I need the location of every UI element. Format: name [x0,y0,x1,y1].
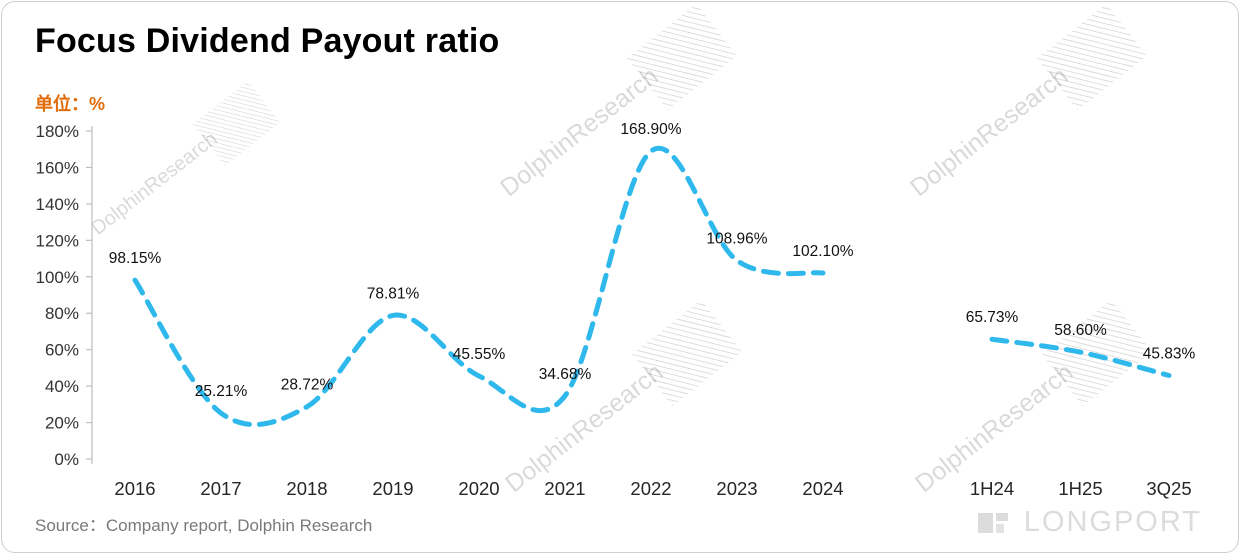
x-axis-label: 2023 [716,478,757,499]
source-note: Source：Company report, Dolphin Research [35,516,373,535]
y-tick-label: 180% [36,122,79,141]
x-axis-label: 2021 [544,478,585,499]
data-label: 102.10% [792,243,853,260]
y-tick-label: 60% [45,341,79,360]
unit-label: 单位：% [35,94,106,114]
x-axis-label: 2018 [286,478,327,499]
watermark-hatch-icon [1037,3,1147,111]
y-tick-label: 120% [36,231,79,250]
x-axis-label: 3Q25 [1146,478,1191,499]
watermark-text: DolphinResearch [905,62,1074,203]
y-tick-label: 20% [45,414,79,433]
x-axis-label: 2020 [458,478,499,499]
data-label: 168.90% [620,121,681,138]
longport-logo: LONGPORT [976,506,1202,539]
y-tick-label: 80% [45,304,79,323]
data-label: 28.72% [281,377,334,394]
series-line [132,145,826,428]
watermark: DolphinResearch [500,299,749,530]
watermark-text: DolphinResearch [86,127,222,240]
watermark-text: DolphinResearch [500,358,669,499]
watermark-hatch-icon [192,80,281,166]
x-axis-label: 1H25 [1058,478,1102,499]
longport-logo-text: LONGPORT [1023,506,1202,538]
x-axis-label: 1H24 [970,478,1014,499]
watermark-hatch-icon [632,299,742,407]
series-line [989,336,1172,378]
data-label: 78.81% [367,285,420,302]
watermark: DolphinResearch [910,299,1159,530]
watermark: DolphinResearch [905,3,1154,234]
data-label: 45.55% [453,346,506,363]
data-label: 25.21% [195,383,248,400]
y-tick-label: 40% [45,377,79,396]
data-label: 34.68% [539,366,592,383]
watermark-text: DolphinResearch [495,62,664,203]
data-label: 58.60% [1054,322,1107,339]
longport-logo-icon [977,512,1008,533]
data-label: 65.73% [966,309,1019,326]
x-axis-label: 2022 [630,478,671,499]
y-tick-label: 160% [36,158,79,177]
y-tick-label: 100% [36,268,79,287]
y-tick-label: 140% [36,195,79,214]
x-axis-label: 2019 [372,478,413,499]
watermark-hatch-icon [627,3,737,111]
chart-title: Focus Dividend Payout ratio [35,22,500,60]
data-label: 108.96% [706,230,767,247]
watermark-hatch-icon [1042,299,1152,407]
x-axis-label: 2024 [802,478,843,499]
watermark: DolphinResearch [495,3,744,234]
x-axis-label: 2017 [200,478,241,499]
x-axis-label: 2016 [114,478,155,499]
y-tick-label: 0% [54,450,79,469]
data-label: 45.83% [1143,345,1196,362]
data-label: 98.15% [109,250,162,267]
watermark-text: DolphinResearch [910,358,1079,499]
watermark: DolphinResearch [87,80,286,265]
